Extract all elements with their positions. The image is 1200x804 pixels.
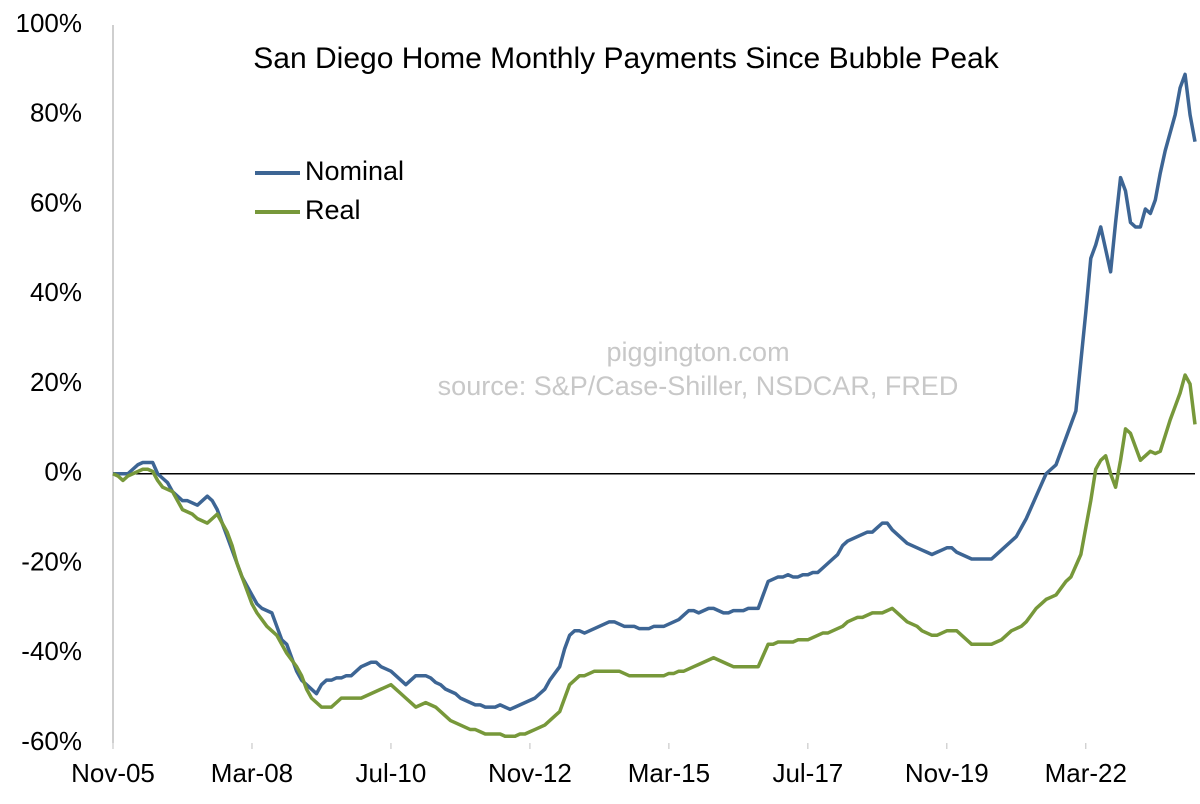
y-tick-label: 80% <box>30 98 82 128</box>
annotation: piggington.com <box>606 337 789 367</box>
x-tick-label: Nov-05 <box>71 758 155 788</box>
y-tick-label: 100% <box>16 8 83 38</box>
x-tick-label: Jul-17 <box>772 758 843 788</box>
x-tick-label: Mar-08 <box>211 758 293 788</box>
x-tick-label: Nov-12 <box>488 758 572 788</box>
x-tick-label: Mar-22 <box>1045 758 1127 788</box>
series-line <box>112 373 1197 739</box>
y-tick-label: 60% <box>30 187 82 217</box>
y-tick-label: 20% <box>30 367 82 397</box>
legend-label: Nominal <box>305 156 404 186</box>
chart-title: San Diego Home Monthly Payments Since Bu… <box>253 42 999 75</box>
x-tick-label: Jul-10 <box>356 758 427 788</box>
x-tick-label: Nov-19 <box>905 758 989 788</box>
y-tick-label: -40% <box>21 636 82 666</box>
legend-label: Real <box>305 195 361 225</box>
y-tick-label: 40% <box>30 277 82 307</box>
y-tick-label: 0% <box>44 457 82 487</box>
x-tick-label: Mar-15 <box>628 758 710 788</box>
annotation: source: S&P/Case-Shiller, NSDCAR, FRED <box>438 371 959 401</box>
y-tick-label: -20% <box>21 546 82 576</box>
y-tick-label: -60% <box>21 726 82 756</box>
